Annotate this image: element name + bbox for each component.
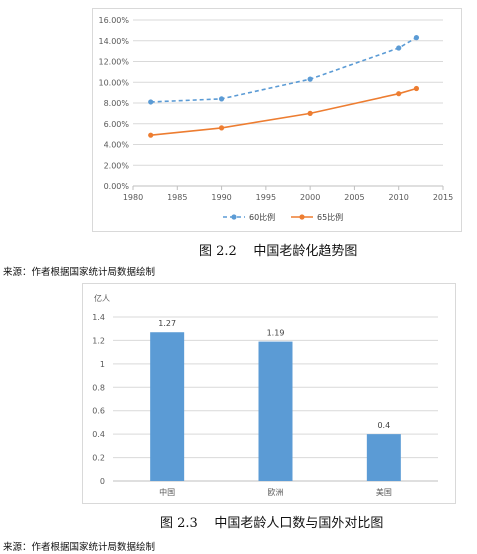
elderly-population-comparison-chart: 亿人 0 0.2 0.4 0.6 0.8 1 1.2 1.4 1.27 中国 1.19 欧洲 0.4 美国 (92, 293, 438, 497)
bar (366, 434, 401, 481)
line-chart-panel: 0.00% 2.00% 4.00% 6.00% 8.00% 10.00% 12.00% 14.… (92, 8, 462, 232)
y-tick-label: 0.2 (92, 454, 105, 463)
category-label: 美国 (376, 487, 392, 497)
y-tick-label: 0 (100, 477, 105, 486)
x-tick-label: 2015 (433, 193, 453, 202)
y-tick-label: 0.00% (104, 182, 130, 191)
x-tick-label: 1995 (256, 193, 276, 202)
data-point (396, 45, 402, 51)
data-point (396, 91, 402, 97)
y-tick-label: 12.00% (98, 58, 129, 67)
y-tick-label: 16.00% (98, 16, 129, 25)
y-tick-label: 8.00% (104, 99, 130, 108)
x-tick-label: 1980 (123, 193, 143, 202)
data-point (148, 99, 154, 105)
category-label: 中国 (159, 487, 175, 497)
data-point (148, 132, 154, 138)
series-line-65 (150, 87, 417, 136)
y-tick-label: 0.6 (92, 407, 105, 416)
x-tick-label: 1990 (211, 193, 231, 202)
y-tick-label: 6.00% (104, 120, 130, 129)
data-point (413, 35, 420, 41)
data-point (307, 110, 313, 116)
x-tick-label: 2000 (300, 193, 320, 202)
x-tick-label: 1985 (167, 193, 187, 202)
aging-trend-chart: 0.00% 2.00% 4.00% 6.00% 8.00% 10.00% 12.00% 14.… (98, 16, 453, 222)
data-point (307, 76, 313, 82)
y-tick-label: 4.00% (104, 141, 130, 150)
bar-chart-panel: 亿人 0 0.2 0.4 0.6 0.8 1 1.2 1.4 1.27 中国 1.19 欧洲 0.4 美国 (82, 283, 456, 504)
data-point (218, 96, 225, 102)
data-point (413, 85, 420, 92)
figure-2-3-caption: 图 2.3 中国老龄人口数与国外对比图 (160, 516, 384, 531)
bar-data-label: 1.27 (158, 319, 176, 328)
x-tick-label: 2010 (389, 193, 409, 202)
bar (150, 332, 185, 481)
legend-swatch-marker (299, 214, 305, 220)
legend-label: 60比例 (249, 212, 275, 222)
y-tick-label: 1.4 (92, 313, 105, 322)
y-axis-unit-label: 亿人 (94, 293, 110, 303)
y-tick-label: 1.2 (92, 336, 105, 345)
y-tick-label: 2.00% (104, 161, 130, 170)
x-tick-label: 2005 (344, 193, 364, 202)
bar (258, 341, 293, 481)
legend-label: 65比例 (317, 212, 343, 222)
legend-swatch-marker (231, 214, 237, 220)
y-tick-label: 10.00% (98, 78, 129, 87)
y-tick-label: 0.8 (92, 383, 105, 392)
data-point (218, 125, 225, 131)
bar-data-label: 1.19 (267, 329, 285, 338)
figure-2-3-source: 来源：作者根据国家统计局数据绘制 (3, 542, 156, 553)
y-tick-label: 1 (100, 360, 105, 369)
y-tick-label: 0.4 (92, 430, 105, 439)
series-line-60 (150, 36, 417, 103)
category-label: 欧洲 (268, 487, 284, 497)
figure-2-2-caption: 图 2.2 中国老龄化趋势图 (199, 244, 358, 259)
y-tick-label: 14.00% (98, 37, 129, 46)
bar-data-label: 0.4 (377, 421, 390, 430)
figure-2-2-source: 来源：作者根据国家统计局数据绘制 (3, 267, 156, 278)
